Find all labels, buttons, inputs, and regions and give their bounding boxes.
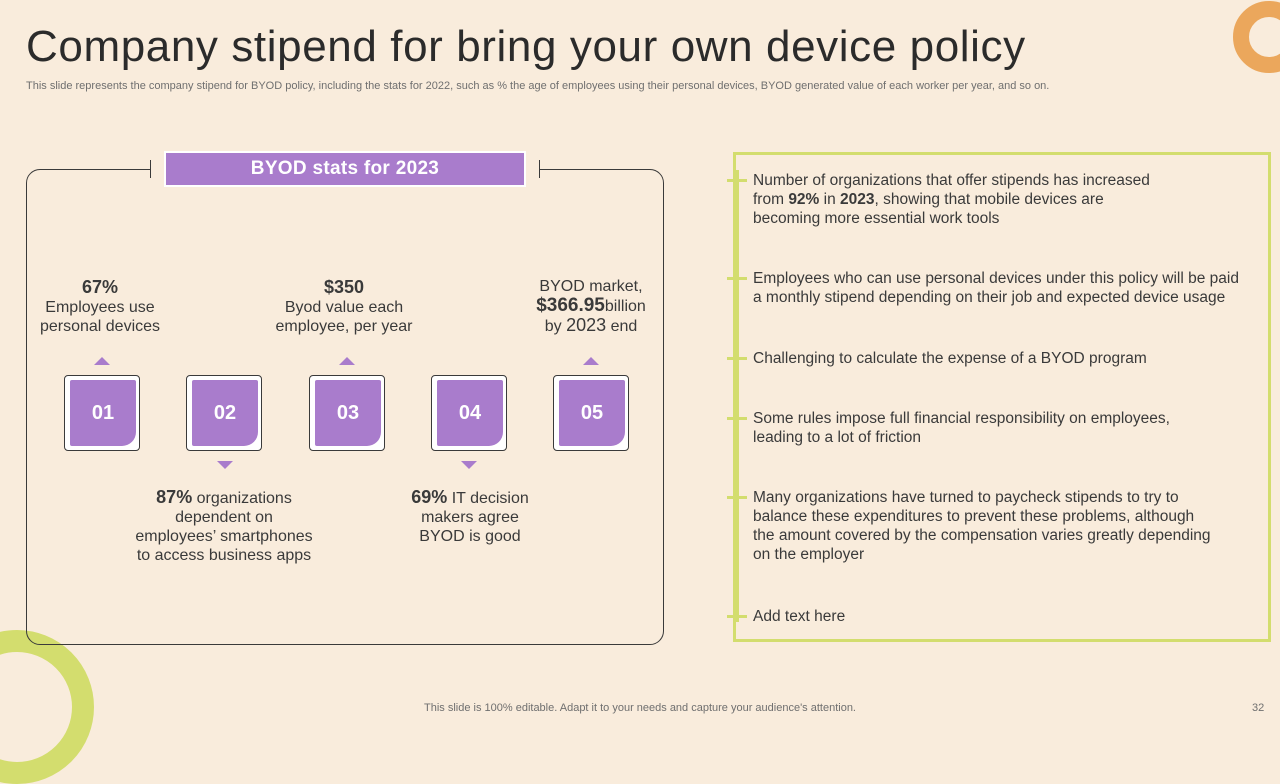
slide-subtitle: This slide represents the company stipen… [26,80,1050,92]
stat-03-line-1: Byod value each [284,299,404,316]
policy-marker-2 [727,277,747,280]
stat-03-line-2: employee, per year [275,318,413,335]
stat-01: 67% Employees use personal devices [0,278,205,336]
stat-02-line-3: to access business apps [136,547,312,564]
policy-point-2: Employees who can use personal devices u… [753,269,1253,307]
stat-02: 87% organizations dependent on employees… [119,488,329,565]
policy-point-5: Many organizations have turned to payche… [753,488,1253,564]
policy-point-2-line-1: Employees who can use personal devices u… [753,270,1239,287]
slide-title: Company stipend for bring your own devic… [26,22,1026,71]
policy-point-1-year: 2023 [840,191,875,208]
policy-marker-3 [727,357,747,360]
step-box-01: 01 [64,375,140,451]
stat-02-line-2: employees’ smartphones [135,528,313,545]
policy-point-5-line-4: on the employer [753,546,865,563]
arrow-down-02 [217,461,233,469]
page-number: 32 [1252,702,1265,714]
arrow-up-01 [94,357,110,365]
policy-timeline-line [736,170,739,622]
arrow-down-04 [461,461,477,469]
stat-04-label: IT decision [447,490,529,507]
step-number-02: 02 [192,380,258,446]
policy-marker-4 [727,417,747,420]
policy-point-1: Number of organizations that offer stipe… [753,171,1253,228]
decorative-ring-top-right [1233,1,1280,73]
policy-point-5-line-3: the amount covered by the compensation v… [753,527,1211,544]
step-number-04: 04 [437,380,503,446]
arrow-up-05 [583,357,599,365]
policy-point-3-line-1: Challenging to calculate the expense of … [753,350,1147,367]
stat-01-line-1: Employees use [45,299,155,316]
policy-point-1-line-3: becoming more essential work tools [753,210,1000,227]
policy-marker-1 [727,179,747,182]
step-box-03: 03 [309,375,385,451]
policy-point-5-line-1: Many organizations have turned to payche… [753,489,1179,506]
stat-03-value: $350 [323,277,365,297]
policy-point-6: Add text here [753,607,1253,626]
stat-04: 69% IT decision makers agree BYOD is goo… [365,488,575,546]
policy-point-4-line-1: Some rules impose full financial respons… [753,410,1170,427]
stat-05: BYOD market, $366.95billion by 2023 end [486,277,696,336]
stat-05-line-1: BYOD market, [539,278,643,295]
stat-05-value: $366.95 [536,295,605,316]
stat-04-value: 69% [411,487,448,507]
stat-04-line-2: BYOD is good [419,528,521,545]
stats-header: BYOD stats for 2023 [164,151,526,187]
stat-02-label: organizations [192,490,292,507]
step-box-04: 04 [431,375,507,451]
policy-point-4: Some rules impose full financial respons… [753,409,1253,447]
stat-05-unit: billion [604,298,646,315]
policy-point-2-line-2: a monthly stipend depending on their job… [753,289,1226,306]
stat-02-value: 87% [156,487,193,507]
policy-point-1-from: from [753,191,789,208]
stat-05-pre: by [544,318,567,335]
policy-point-1-pct: 92% [788,191,820,208]
stat-02-line-1: dependent on [175,509,273,526]
step-number-05: 05 [559,380,625,446]
policy-point-1-line-2: from 92% in 2023, showing that mobile de… [753,190,1253,209]
stat-01-line-2: personal devices [39,318,161,335]
stat-05-year: 2023 [566,315,607,335]
policy-marker-6 [727,615,747,618]
step-box-05: 05 [553,375,629,451]
stat-03: $350 Byod value each employee, per year [239,278,449,336]
header-bracket-right-line [539,169,549,170]
stat-05-post: end [606,318,638,335]
header-bracket-left [150,160,151,178]
slide-footer: This slide is 100% editable. Adapt it to… [424,702,856,714]
stat-04-line-1: makers agree [421,509,519,526]
policy-point-1-in: in [819,191,841,208]
policy-point-6-line-1: Add text here [753,608,846,625]
policy-panel [733,152,1271,642]
step-number-01: 01 [70,380,136,446]
arrow-up-03 [339,357,355,365]
stat-01-value: 67% [81,277,119,297]
policy-marker-5 [727,496,747,499]
policy-point-1-line-1: Number of organizations that offer stipe… [753,172,1150,189]
header-bracket-left-line [140,169,150,170]
policy-point-1-rest: , showing that mobile devices are [874,191,1104,208]
policy-point-3: Challenging to calculate the expense of … [753,349,1253,368]
step-box-02: 02 [186,375,262,451]
policy-point-5-line-2: balance these expenditures to prevent th… [753,508,1195,525]
policy-point-4-line-2: leading to a lot of friction [753,429,922,446]
step-number-03: 03 [315,380,381,446]
